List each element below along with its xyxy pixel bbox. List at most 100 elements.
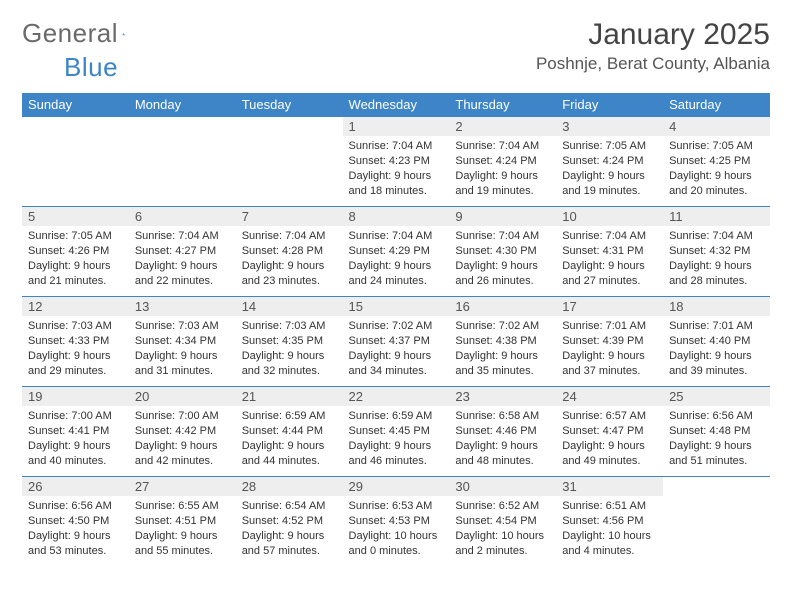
sunset-text: Sunset: 4:33 PM xyxy=(28,334,123,349)
sunset-text: Sunset: 4:44 PM xyxy=(242,424,337,439)
sunset-text: Sunset: 4:39 PM xyxy=(562,334,657,349)
day-number: 19 xyxy=(22,387,129,406)
sunset-text: Sunset: 4:50 PM xyxy=(28,514,123,529)
calendar-day-cell: 22Sunrise: 6:59 AMSunset: 4:45 PMDayligh… xyxy=(343,387,450,477)
sunrise-text: Sunrise: 7:05 AM xyxy=(28,229,123,244)
daylight-text: Daylight: 9 hours and 57 minutes. xyxy=(242,529,337,559)
day-number: 16 xyxy=(449,297,556,316)
sunrise-text: Sunrise: 7:04 AM xyxy=(349,229,444,244)
sunrise-text: Sunrise: 6:59 AM xyxy=(242,409,337,424)
day-details: Sunrise: 6:53 AMSunset: 4:53 PMDaylight:… xyxy=(343,496,450,561)
day-number: 12 xyxy=(22,297,129,316)
day-details: Sunrise: 7:05 AMSunset: 4:26 PMDaylight:… xyxy=(22,226,129,291)
sunrise-text: Sunrise: 7:04 AM xyxy=(669,229,764,244)
day-number: 9 xyxy=(449,207,556,226)
calendar-day-cell: 31Sunrise: 6:51 AMSunset: 4:56 PMDayligh… xyxy=(556,477,663,567)
sunset-text: Sunset: 4:41 PM xyxy=(28,424,123,439)
weekday-header: Friday xyxy=(556,93,663,117)
day-details xyxy=(22,121,129,127)
sunset-text: Sunset: 4:38 PM xyxy=(455,334,550,349)
day-number: 5 xyxy=(22,207,129,226)
calendar-day-cell: 3Sunrise: 7:05 AMSunset: 4:24 PMDaylight… xyxy=(556,117,663,207)
calendar-day-cell: 21Sunrise: 6:59 AMSunset: 4:44 PMDayligh… xyxy=(236,387,343,477)
day-number: 6 xyxy=(129,207,236,226)
weekday-header-row: Sunday Monday Tuesday Wednesday Thursday… xyxy=(22,93,770,117)
calendar-week-row: 26Sunrise: 6:56 AMSunset: 4:50 PMDayligh… xyxy=(22,477,770,567)
sunrise-text: Sunrise: 6:56 AM xyxy=(28,499,123,514)
sunrise-text: Sunrise: 7:04 AM xyxy=(135,229,230,244)
day-number: 29 xyxy=(343,477,450,496)
day-details: Sunrise: 7:02 AMSunset: 4:38 PMDaylight:… xyxy=(449,316,556,381)
sunset-text: Sunset: 4:42 PM xyxy=(135,424,230,439)
sunrise-text: Sunrise: 6:58 AM xyxy=(455,409,550,424)
sunset-text: Sunset: 4:23 PM xyxy=(349,154,444,169)
day-details xyxy=(236,121,343,127)
daylight-text: Daylight: 10 hours and 0 minutes. xyxy=(349,529,444,559)
calendar-day-cell xyxy=(129,117,236,207)
day-number: 25 xyxy=(663,387,770,406)
sunset-text: Sunset: 4:31 PM xyxy=(562,244,657,259)
day-details: Sunrise: 7:00 AMSunset: 4:42 PMDaylight:… xyxy=(129,406,236,471)
day-number: 27 xyxy=(129,477,236,496)
day-number: 2 xyxy=(449,117,556,136)
day-number: 24 xyxy=(556,387,663,406)
daylight-text: Daylight: 9 hours and 19 minutes. xyxy=(455,169,550,199)
day-number: 30 xyxy=(449,477,556,496)
sunrise-text: Sunrise: 7:03 AM xyxy=(28,319,123,334)
weekday-header: Tuesday xyxy=(236,93,343,117)
sunrise-text: Sunrise: 6:51 AM xyxy=(562,499,657,514)
day-number: 14 xyxy=(236,297,343,316)
day-details: Sunrise: 6:57 AMSunset: 4:47 PMDaylight:… xyxy=(556,406,663,471)
day-number: 3 xyxy=(556,117,663,136)
calendar-day-cell: 19Sunrise: 7:00 AMSunset: 4:41 PMDayligh… xyxy=(22,387,129,477)
sunset-text: Sunset: 4:46 PM xyxy=(455,424,550,439)
daylight-text: Daylight: 9 hours and 20 minutes. xyxy=(669,169,764,199)
sunset-text: Sunset: 4:27 PM xyxy=(135,244,230,259)
sunset-text: Sunset: 4:52 PM xyxy=(242,514,337,529)
calendar-day-cell xyxy=(663,477,770,567)
day-details: Sunrise: 7:01 AMSunset: 4:39 PMDaylight:… xyxy=(556,316,663,381)
day-details: Sunrise: 6:51 AMSunset: 4:56 PMDaylight:… xyxy=(556,496,663,561)
day-details: Sunrise: 7:04 AMSunset: 4:29 PMDaylight:… xyxy=(343,226,450,291)
day-number: 7 xyxy=(236,207,343,226)
day-number: 18 xyxy=(663,297,770,316)
sunrise-text: Sunrise: 6:54 AM xyxy=(242,499,337,514)
day-details: Sunrise: 6:56 AMSunset: 4:48 PMDaylight:… xyxy=(663,406,770,471)
daylight-text: Daylight: 9 hours and 48 minutes. xyxy=(455,439,550,469)
sunset-text: Sunset: 4:34 PM xyxy=(135,334,230,349)
daylight-text: Daylight: 9 hours and 32 minutes. xyxy=(242,349,337,379)
day-details: Sunrise: 6:59 AMSunset: 4:44 PMDaylight:… xyxy=(236,406,343,471)
calendar-day-cell: 4Sunrise: 7:05 AMSunset: 4:25 PMDaylight… xyxy=(663,117,770,207)
day-number: 17 xyxy=(556,297,663,316)
location: Poshnje, Berat County, Albania xyxy=(536,54,770,74)
day-number: 26 xyxy=(22,477,129,496)
logo: General xyxy=(22,18,144,49)
sunset-text: Sunset: 4:30 PM xyxy=(455,244,550,259)
sunrise-text: Sunrise: 7:04 AM xyxy=(455,229,550,244)
calendar-day-cell: 25Sunrise: 6:56 AMSunset: 4:48 PMDayligh… xyxy=(663,387,770,477)
day-details: Sunrise: 6:54 AMSunset: 4:52 PMDaylight:… xyxy=(236,496,343,561)
calendar-day-cell: 20Sunrise: 7:00 AMSunset: 4:42 PMDayligh… xyxy=(129,387,236,477)
sunrise-text: Sunrise: 6:57 AM xyxy=(562,409,657,424)
day-details xyxy=(129,121,236,127)
calendar-day-cell: 7Sunrise: 7:04 AMSunset: 4:28 PMDaylight… xyxy=(236,207,343,297)
sunrise-text: Sunrise: 7:01 AM xyxy=(562,319,657,334)
daylight-text: Daylight: 9 hours and 28 minutes. xyxy=(669,259,764,289)
calendar-day-cell: 9Sunrise: 7:04 AMSunset: 4:30 PMDaylight… xyxy=(449,207,556,297)
day-details: Sunrise: 6:56 AMSunset: 4:50 PMDaylight:… xyxy=(22,496,129,561)
weekday-header: Monday xyxy=(129,93,236,117)
daylight-text: Daylight: 9 hours and 29 minutes. xyxy=(28,349,123,379)
day-details: Sunrise: 6:55 AMSunset: 4:51 PMDaylight:… xyxy=(129,496,236,561)
calendar-week-row: 12Sunrise: 7:03 AMSunset: 4:33 PMDayligh… xyxy=(22,297,770,387)
daylight-text: Daylight: 9 hours and 37 minutes. xyxy=(562,349,657,379)
sunset-text: Sunset: 4:29 PM xyxy=(349,244,444,259)
day-number: 10 xyxy=(556,207,663,226)
daylight-text: Daylight: 9 hours and 31 minutes. xyxy=(135,349,230,379)
calendar-day-cell: 1Sunrise: 7:04 AMSunset: 4:23 PMDaylight… xyxy=(343,117,450,207)
sunrise-text: Sunrise: 7:04 AM xyxy=(455,139,550,154)
day-number: 22 xyxy=(343,387,450,406)
calendar-day-cell: 28Sunrise: 6:54 AMSunset: 4:52 PMDayligh… xyxy=(236,477,343,567)
sunset-text: Sunset: 4:48 PM xyxy=(669,424,764,439)
sunrise-text: Sunrise: 7:05 AM xyxy=(562,139,657,154)
sunset-text: Sunset: 4:26 PM xyxy=(28,244,123,259)
